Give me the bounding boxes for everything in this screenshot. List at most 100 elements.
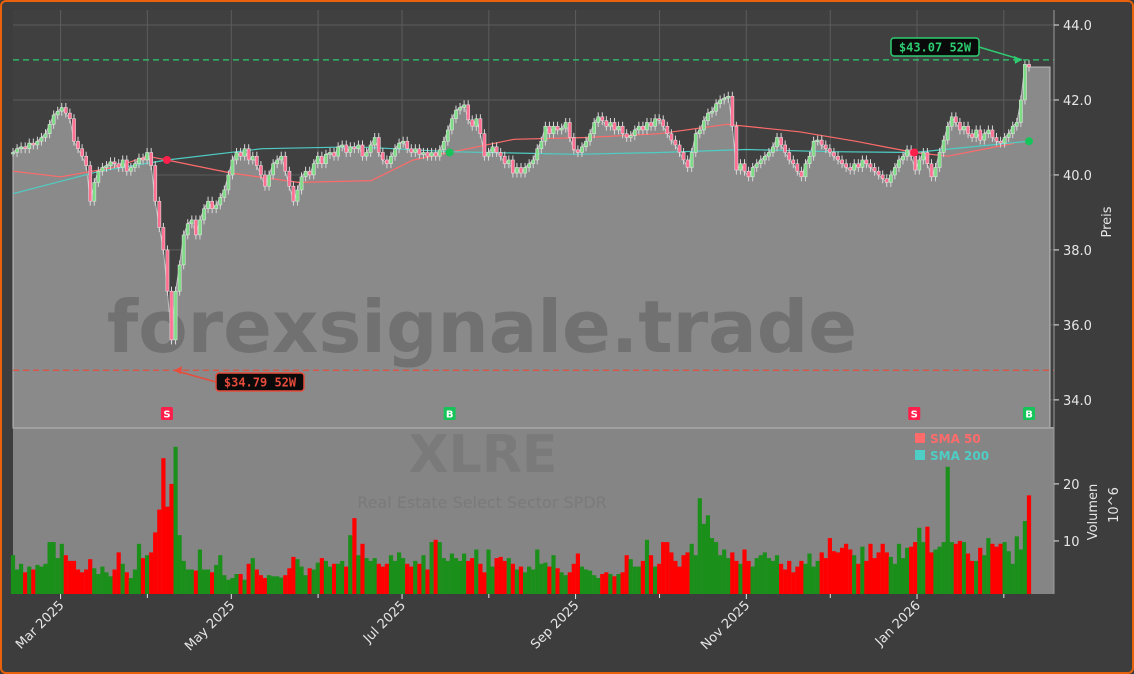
- volume-bar: [896, 543, 902, 594]
- volume-bar: [978, 547, 983, 594]
- candle-body: [872, 167, 877, 172]
- candle-body: [958, 122, 962, 131]
- candle-body: [783, 144, 788, 153]
- volume-bar: [136, 543, 142, 594]
- candle-body: [673, 139, 678, 146]
- volume-bar: [661, 542, 666, 594]
- date-tick-label: Jan 2026: [872, 598, 924, 650]
- candle-body: [315, 155, 320, 164]
- volume-bar: [445, 560, 450, 594]
- volume-bar: [10, 555, 16, 594]
- price-tick-label: 38.0: [1063, 244, 1092, 259]
- candle: [234, 147, 239, 165]
- volume-bar: [169, 483, 174, 594]
- volume-bar: [283, 575, 288, 594]
- volume-bar: [567, 572, 572, 594]
- volume-bar: [250, 558, 255, 594]
- candle-body: [259, 165, 263, 176]
- candle: [169, 286, 174, 345]
- candle-body: [267, 174, 271, 187]
- candle-body: [133, 163, 137, 168]
- volume-bar: [230, 578, 235, 594]
- candle-body: [966, 125, 970, 134]
- volume-bar: [754, 558, 759, 594]
- candle-body: [511, 159, 515, 174]
- volume-bar: [372, 558, 377, 594]
- candle: [116, 159, 121, 172]
- candle: [210, 196, 214, 214]
- candle-body: [1006, 133, 1011, 138]
- candle-body: [27, 142, 32, 149]
- volume-bar: [201, 569, 207, 594]
- volume-bar: [791, 572, 796, 594]
- candle-body: [693, 133, 698, 153]
- candle-body: [531, 159, 536, 164]
- candle-body: [746, 170, 751, 178]
- candle: [580, 142, 584, 157]
- candle-body: [68, 112, 72, 119]
- watermark-subtitle: Real Estate Select Sector SPDR: [357, 493, 607, 512]
- candle: [68, 108, 72, 124]
- candle-body: [486, 152, 491, 157]
- candle: [55, 106, 60, 120]
- volume-bar: [531, 569, 536, 594]
- volume-bar: [970, 560, 975, 594]
- candle: [653, 114, 657, 131]
- candle-body: [567, 122, 572, 138]
- candle-body: [641, 125, 645, 131]
- candle-body: [124, 159, 129, 172]
- candle-body: [437, 149, 442, 157]
- candle: [515, 162, 519, 178]
- volume-bar: [307, 568, 312, 594]
- candle-body: [198, 219, 202, 236]
- candle: [669, 129, 674, 145]
- volume-bar: [425, 569, 430, 594]
- candle-body: [490, 146, 495, 153]
- candle: [665, 121, 670, 139]
- candle: [982, 129, 987, 145]
- candle-body: [576, 149, 580, 153]
- volume-bar: [502, 560, 507, 594]
- candle-body: [104, 165, 109, 168]
- volume-bar: [506, 558, 511, 594]
- candle: [511, 155, 515, 178]
- candle-body: [279, 155, 284, 161]
- candle-body: [462, 104, 466, 108]
- candle-body: [214, 204, 219, 209]
- candle: [120, 155, 125, 172]
- volume-bar: [27, 566, 32, 594]
- volume-bar: [23, 572, 28, 594]
- candle-body: [137, 157, 141, 164]
- volume-bar: [583, 569, 589, 594]
- volume-bar: [636, 566, 641, 594]
- price-tick-label: 34.0: [1063, 394, 1092, 409]
- volume-bar: [900, 558, 906, 594]
- volume-bar: [319, 558, 324, 594]
- candle-body: [194, 219, 198, 236]
- candle: [397, 138, 401, 154]
- candle: [832, 147, 836, 161]
- candle-body: [653, 118, 657, 127]
- candle-body: [291, 185, 296, 202]
- candle-body: [1002, 137, 1007, 144]
- candle: [80, 144, 84, 161]
- candle: [364, 147, 369, 161]
- volume-tick-label: 10: [1063, 535, 1080, 550]
- 52w-high-arrowhead: [1014, 55, 1022, 64]
- volume-bar: [242, 579, 247, 594]
- candle-body: [498, 152, 503, 157]
- volume-bar: [1022, 521, 1027, 594]
- candle: [779, 132, 783, 150]
- candle-body: [88, 165, 93, 202]
- volume-bar: [555, 568, 560, 594]
- volume-bar: [685, 552, 690, 594]
- volume-bar: [161, 458, 166, 594]
- candle-body: [714, 103, 718, 112]
- candle: [490, 142, 495, 157]
- candle-body: [238, 152, 243, 157]
- candle-body: [592, 122, 597, 134]
- candle: [811, 136, 816, 161]
- candle-body: [96, 170, 101, 183]
- candle: [401, 136, 405, 148]
- candle: [59, 102, 64, 116]
